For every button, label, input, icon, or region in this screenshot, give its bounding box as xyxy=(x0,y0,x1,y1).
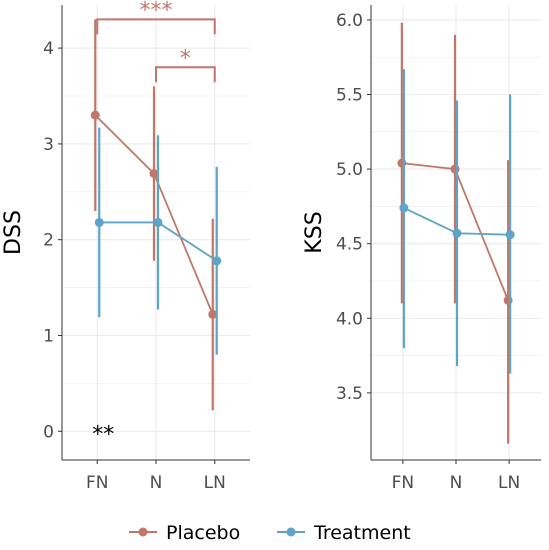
data-point xyxy=(212,256,222,266)
x-tick-label: N xyxy=(150,473,163,493)
y-tick-label: 1 xyxy=(43,326,54,346)
significance-bracket xyxy=(155,66,216,83)
legend-key-placebo-dot xyxy=(138,527,148,537)
series-placebo xyxy=(90,19,218,411)
series-placebo xyxy=(397,22,513,444)
legend-label-placebo: Placebo xyxy=(166,522,240,544)
y-tick-label: 4.5 xyxy=(336,235,363,255)
y-tick-label: 3 xyxy=(43,135,54,155)
legend: Placebo Treatment xyxy=(129,522,411,544)
data-point xyxy=(90,110,100,120)
data-point xyxy=(505,230,515,240)
data-point xyxy=(153,217,163,227)
data-point xyxy=(503,295,513,305)
y-tick-label: 4 xyxy=(43,39,54,59)
legend-label-treatment: Treatment xyxy=(313,522,411,544)
significance-label: ** xyxy=(92,422,114,447)
data-point xyxy=(450,164,460,174)
x-tick-label: LN xyxy=(204,473,226,493)
series-treatment xyxy=(399,69,515,374)
y-tick-label: 6.0 xyxy=(336,11,363,31)
y-tick-label: 0 xyxy=(43,422,54,442)
kss-panel: 3.5 4.0 4.5 5.0 5.5 6.0 FN N LN KSS xyxy=(302,5,541,493)
data-point xyxy=(208,309,218,319)
data-point xyxy=(452,228,462,238)
series-treatment xyxy=(94,127,222,355)
data-point xyxy=(149,169,159,179)
significance-label: *** xyxy=(140,0,173,23)
data-point xyxy=(399,203,409,213)
y-axis-title: KSS xyxy=(302,211,327,253)
significance-bracket xyxy=(96,18,216,35)
y-axis-title: DSS xyxy=(1,210,26,255)
y-tick-label: 5.0 xyxy=(336,160,363,180)
legend-key-treatment-dot xyxy=(286,527,296,537)
x-tick-label: N xyxy=(450,473,463,493)
x-tick-label: FN xyxy=(392,473,415,493)
y-tick-label: 5.5 xyxy=(336,86,363,106)
y-tick-label: 3.5 xyxy=(336,384,363,404)
data-point xyxy=(397,158,407,168)
x-tick-label: FN xyxy=(86,473,109,493)
data-point xyxy=(94,217,104,227)
y-tick-label: 2 xyxy=(43,231,54,251)
y-tick-label: 4.0 xyxy=(336,309,363,329)
x-tick-label: LN xyxy=(498,473,520,493)
significance-label: * xyxy=(180,46,191,71)
